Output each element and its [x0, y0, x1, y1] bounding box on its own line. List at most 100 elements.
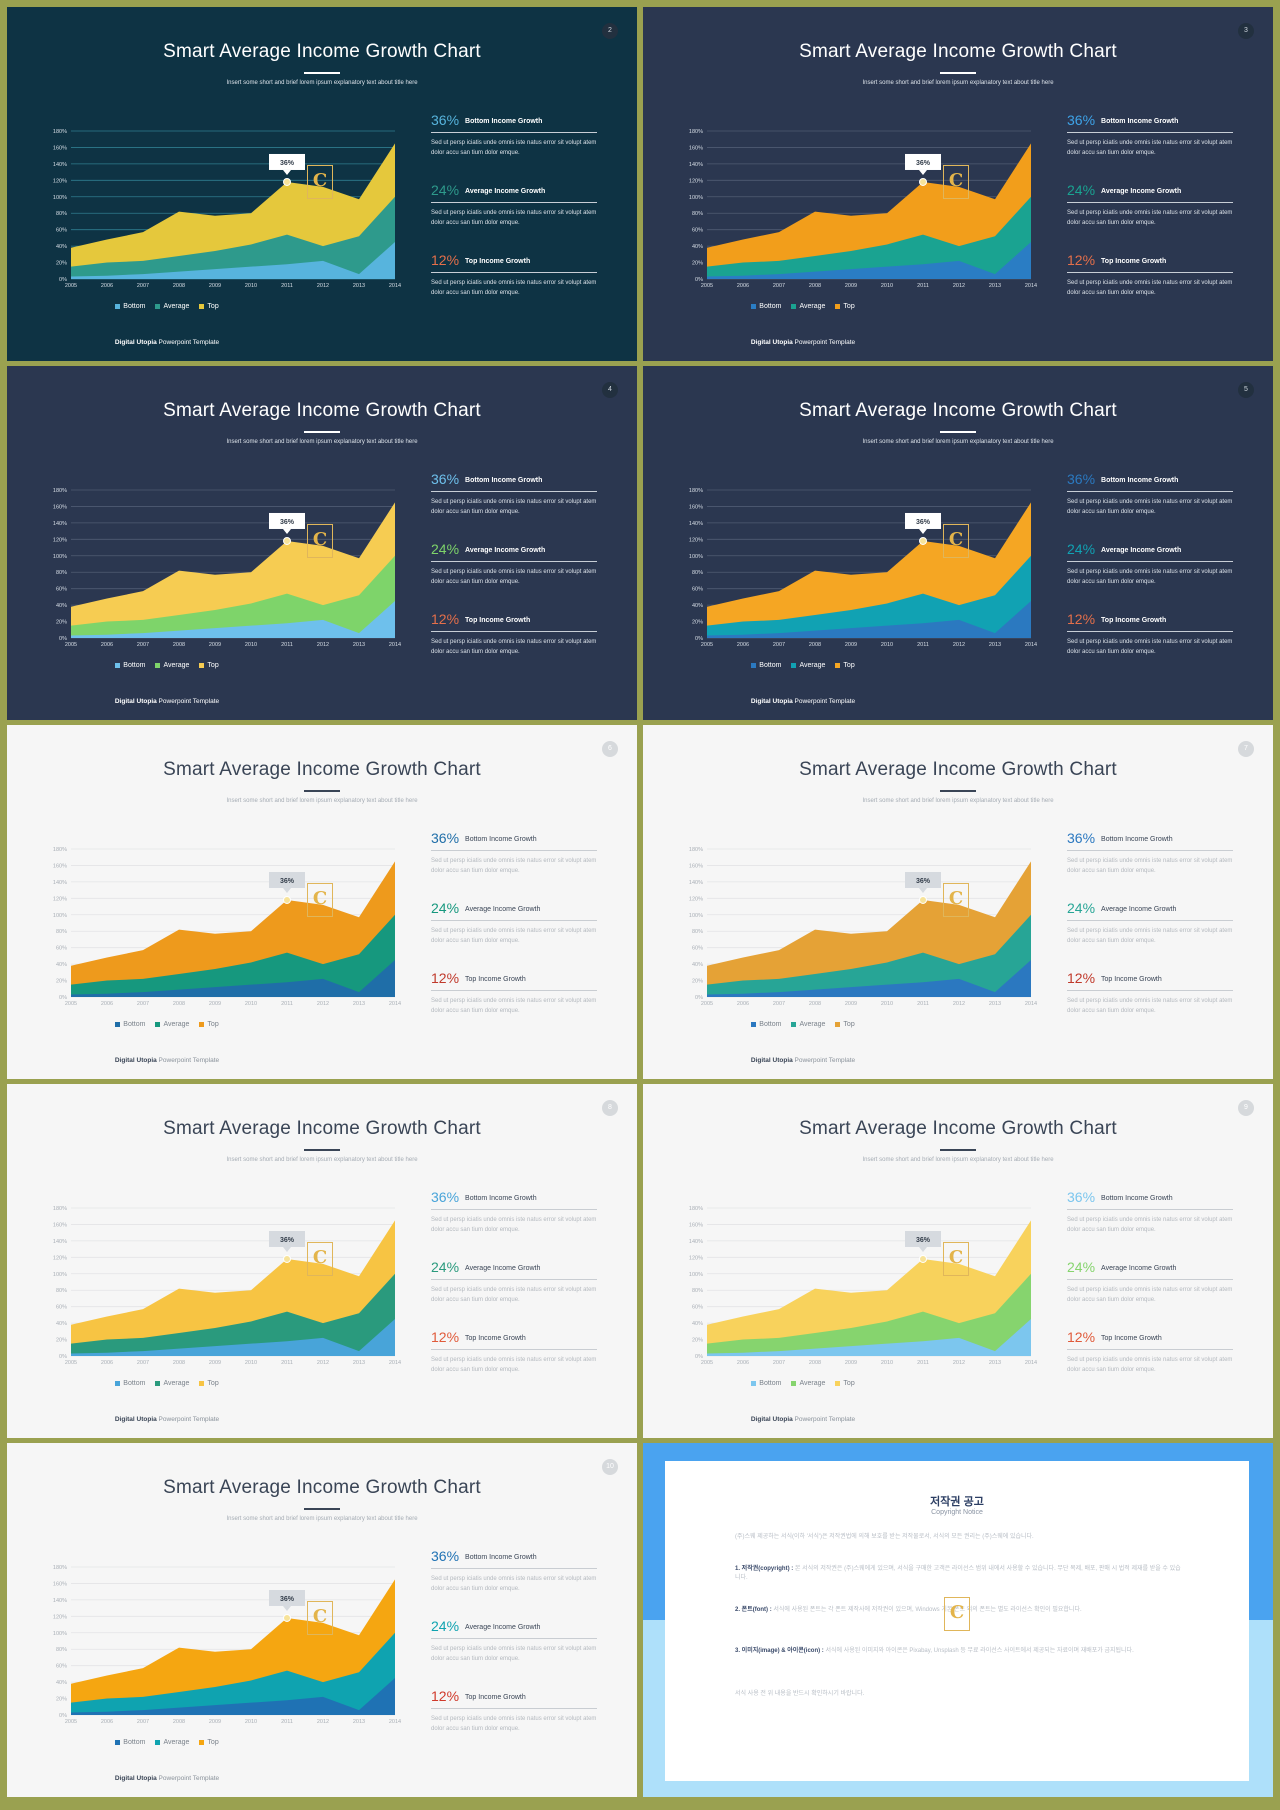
y-tick-label: 180% — [53, 847, 67, 853]
y-tick-label: 20% — [56, 1338, 67, 1344]
stat-percent: 36% — [431, 112, 460, 128]
stat-percent: 36% — [1067, 112, 1096, 128]
stat-description: Sed ut persp iciatis unde omnis iste nat… — [431, 1716, 597, 1732]
legend-swatch — [155, 1380, 161, 1386]
stat-block: 24% Average Income Growth Sed ut persp ici… — [1067, 1259, 1233, 1305]
slide-6[interactable]: Smart Average Income Growth Chart Insert … — [7, 725, 637, 1079]
stat-divider — [431, 631, 597, 632]
callout-pointer — [283, 887, 291, 893]
slide-7[interactable]: Smart Average Income Growth Chart Insert … — [643, 725, 1273, 1079]
x-tick-label: 2010 — [245, 642, 257, 648]
x-tick-label: 2011 — [281, 283, 293, 289]
stat-block: 36% Bottom Income Growth Sed ut persp icia… — [1067, 1189, 1233, 1235]
slide-2[interactable]: Smart Average Income Growth Chart Insert … — [7, 7, 637, 361]
area-chart: 0% 20% 40% 60% 80% 100% 120% 140% 160% 180% 2005 20… — [53, 129, 401, 289]
x-tick-label: 2005 — [65, 1360, 77, 1366]
slide-8[interactable]: Smart Average Income Growth Chart Insert … — [7, 1084, 637, 1438]
callout-box — [905, 1230, 941, 1247]
area-series-average — [707, 1273, 1031, 1356]
legend-label: Average — [799, 1380, 826, 1387]
stat-percent: 24% — [431, 1618, 460, 1634]
legend-label: Top — [207, 1021, 219, 1028]
slide-copyright-notice[interactable]: 저작권 공고 Copyright Notice (주)스웨 제공하는 서식(이하 '… — [643, 1443, 1273, 1797]
x-tick-label: 2008 — [173, 283, 185, 289]
legend-swatch — [791, 662, 797, 668]
callout-label: 36% — [916, 1237, 931, 1244]
stat-label: Top Income Growth — [1101, 1335, 1162, 1342]
callout-pointer — [283, 169, 291, 175]
x-tick-label: 2006 — [737, 642, 749, 648]
slide-footer: Digital Utopia Powerpoint Template — [643, 698, 963, 705]
footer-brand: Digital Utopia — [750, 698, 793, 705]
legend-item-bottom: Bottom — [115, 1739, 145, 1746]
legend-label: Average — [163, 1739, 190, 1746]
title-underline — [940, 72, 976, 74]
footer-text: Powerpoint Template — [156, 1057, 220, 1064]
stat-description: Sed ut persp iciatis unde omnis iste nat… — [431, 1646, 597, 1662]
legend-swatch — [155, 1739, 161, 1745]
chart-legend: Bottom Average Top — [7, 1739, 327, 1746]
slide-title: Smart Average Income Growth Chart — [163, 1118, 481, 1139]
x-tick-label: 2010 — [245, 1001, 257, 1007]
stat-block: 36% Bottom Income Growth Sed ut persp icia… — [431, 1189, 597, 1235]
x-tick-label: 2011 — [281, 1360, 293, 1366]
watermark-logo-letter: C — [312, 1247, 328, 1268]
x-tick-label: 2013 — [989, 1001, 1001, 1007]
stat-block: 12% Top Income Growth Sed ut persp iciatis… — [431, 970, 597, 1016]
legend-swatch — [199, 1739, 205, 1745]
stat-divider — [1067, 1349, 1233, 1350]
y-tick-label: 140% — [53, 1239, 67, 1245]
stat-label: Top Income Growth — [465, 1335, 526, 1342]
stat-label: Bottom Income Growth — [1101, 1195, 1173, 1202]
stat-block: 24% Average Income Growth Sed ut persp ici… — [431, 900, 597, 946]
legend-item-bottom: Bottom — [115, 662, 145, 669]
y-tick-label: 100% — [53, 554, 67, 560]
slide-3[interactable]: Smart Average Income Growth Chart Insert … — [643, 7, 1273, 361]
x-tick-label: 2010 — [245, 283, 257, 289]
stat-label: Bottom Income Growth — [465, 118, 543, 125]
callout-box — [905, 512, 941, 529]
x-tick-label: 2006 — [737, 1001, 749, 1007]
stat-percent: 36% — [431, 471, 460, 487]
legend-swatch — [751, 1021, 757, 1027]
stat-percent: 24% — [431, 182, 460, 198]
stat-description: Sed ut persp iciatis unde omnis iste nat… — [431, 569, 597, 585]
x-tick-label: 2013 — [353, 1001, 365, 1007]
y-tick-label: 120% — [53, 1614, 67, 1620]
callout-marker — [283, 1613, 291, 1622]
y-tick-label: 0% — [695, 1354, 703, 1360]
slide-5[interactable]: Smart Average Income Growth Chart Insert … — [643, 366, 1273, 720]
slide-9[interactable]: Smart Average Income Growth Chart Insert … — [643, 1084, 1273, 1438]
stat-label: Average Income Growth — [465, 1265, 541, 1272]
legend-label: Top — [207, 1380, 219, 1387]
y-tick-label: 80% — [56, 570, 67, 576]
legend-label: Average — [163, 1021, 190, 1028]
legend-item-average: Average — [791, 662, 825, 669]
callout-box — [905, 153, 941, 170]
x-tick-label: 2007 — [137, 642, 149, 648]
stat-description: Sed ut persp iciatis unde omnis iste nat… — [431, 499, 597, 515]
stat-divider — [1067, 561, 1233, 562]
x-tick-label: 2006 — [101, 642, 113, 648]
area-chart: 0% 20% 40% 60% 80% 100% 120% 140% 160% 180% 2005 20… — [53, 847, 401, 1007]
notice-paragraph: 2. 폰트(font) : 서식에 사용된 폰트는 각 폰트 제작사에 저작권이… — [735, 1606, 1185, 1615]
slide-4[interactable]: Smart Average Income Growth Chart Insert … — [7, 366, 637, 720]
notice-paragraph-text: 서식에 사용된 이미지와 아이콘은 Pixabay, Unsplash 등 무료… — [823, 1648, 1134, 1654]
stat-block: 12% Top Income Growth Sed ut persp iciatis… — [431, 611, 597, 657]
slide-10[interactable]: Smart Average Income Growth Chart Insert … — [7, 1443, 637, 1797]
y-tick-label: 60% — [692, 1305, 703, 1311]
footer-text: Powerpoint Template — [156, 1416, 220, 1423]
x-tick-label: 2005 — [65, 1001, 77, 1007]
stat-percent: 24% — [431, 541, 460, 557]
page-number-badge: 3 — [1238, 23, 1254, 39]
y-tick-label: 40% — [692, 603, 703, 609]
x-tick-label: 2014 — [389, 1001, 401, 1007]
legend-label: Bottom — [759, 303, 782, 310]
callout-label: 36% — [280, 519, 295, 526]
x-tick-label: 2014 — [1025, 1360, 1037, 1366]
area-series-average — [707, 555, 1031, 638]
page-number-badge: 10 — [602, 1459, 618, 1475]
callout-marker — [919, 1254, 927, 1263]
footer-brand: Digital Utopia — [114, 1057, 157, 1064]
x-tick-label: 2009 — [845, 1360, 857, 1366]
